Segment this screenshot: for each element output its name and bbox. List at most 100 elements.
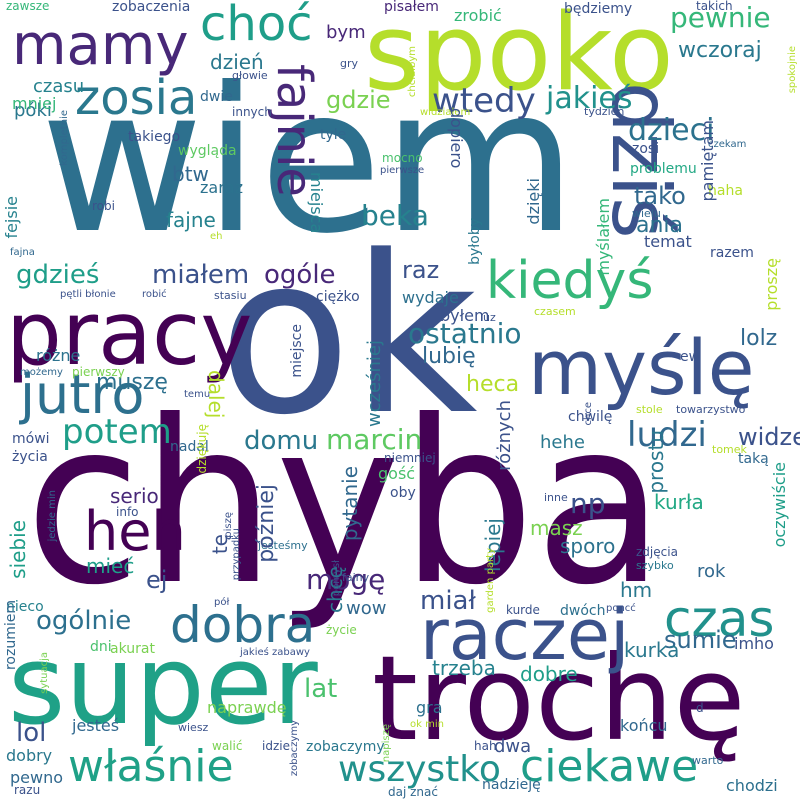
word: lubię [422, 344, 476, 369]
word: jesteśmy [258, 539, 308, 552]
word: wtedy [432, 81, 536, 121]
word: gość [378, 464, 416, 483]
word: widziałem [420, 107, 471, 118]
word: masz [530, 516, 583, 540]
word: raczej [420, 594, 630, 676]
word: zrobić [454, 6, 502, 25]
word: życia [12, 449, 48, 465]
word: ok [218, 210, 478, 463]
word: pierwsze [380, 165, 425, 176]
word: miał [420, 586, 476, 616]
word: takiego [128, 129, 181, 145]
word: ania [636, 213, 684, 238]
word: ciężko [316, 289, 360, 305]
word: razem [710, 245, 754, 261]
word: czasem [534, 305, 576, 318]
word: marcin [326, 423, 423, 456]
word: mogę [306, 563, 386, 596]
word: trzeba [432, 656, 496, 680]
word: wcześniej [364, 340, 385, 428]
word: beka [361, 199, 429, 232]
word: tako [634, 182, 686, 210]
word: ogólnie [36, 606, 132, 636]
word: oby [390, 485, 416, 501]
word: luz [480, 311, 496, 324]
word: wydaje [402, 288, 459, 307]
word: kurde [506, 603, 540, 617]
word: wielu [632, 207, 661, 220]
word: innych [232, 105, 272, 119]
word: razu [14, 783, 41, 797]
word: fejsie [2, 196, 21, 239]
word: trochę [372, 630, 746, 767]
word: miejsce [289, 324, 305, 378]
word: kiedyś [486, 251, 654, 311]
word: taką [738, 451, 769, 467]
word: temat [644, 232, 692, 251]
word: pytanie [338, 466, 362, 542]
word: naprawdę [207, 698, 287, 717]
word: nadzieję [482, 777, 541, 793]
word: chce [583, 402, 594, 426]
word: kurka [624, 638, 680, 662]
word: później [254, 484, 279, 563]
word: miejsca [307, 172, 326, 234]
word: byłem [440, 306, 490, 325]
word: zosia [75, 70, 198, 126]
word: heh [84, 500, 186, 563]
word: serio [110, 484, 159, 508]
word: wszystko [338, 749, 501, 790]
word: hah [474, 739, 497, 753]
word: byłoby [467, 218, 483, 265]
word: wow [346, 598, 387, 619]
word: towarzystwo [676, 403, 746, 416]
word: niemniej [384, 451, 436, 465]
word: dzięki [524, 178, 543, 225]
word: właśnie [68, 741, 234, 792]
word: pętli błonie [60, 289, 116, 300]
word: warto [692, 754, 724, 767]
word: mocno [382, 151, 423, 165]
word: choć [200, 0, 313, 52]
word: tomek [712, 443, 747, 456]
word: ok min [410, 719, 444, 730]
word: robić [142, 289, 167, 300]
word: siebie [6, 520, 30, 579]
word: pomysł [331, 560, 342, 597]
word: mieć [86, 554, 135, 578]
word: rok [697, 561, 726, 582]
word: sumie [664, 626, 737, 654]
word: pewnie [670, 1, 771, 34]
word: wczoraj [678, 38, 762, 63]
word: dobra [170, 596, 316, 654]
word: przypadku [231, 528, 242, 581]
word: czasu [33, 76, 85, 97]
word: dopiero [447, 108, 466, 169]
word: lat [304, 674, 338, 704]
word: zobaczymy [289, 720, 300, 777]
word: lol [16, 718, 47, 748]
word: miałem [152, 260, 250, 290]
word: ostatnio [408, 317, 522, 350]
word: napiszę [381, 724, 392, 763]
word: np [570, 487, 606, 520]
word: końcu [620, 716, 668, 735]
word: dalej [204, 370, 228, 419]
word: hehe [540, 432, 585, 453]
word: info [116, 505, 139, 519]
word: szybko [636, 559, 674, 572]
word: czekam [708, 139, 747, 150]
word: kompletnie [59, 110, 70, 166]
word: sytuacja [39, 652, 50, 694]
word: widzę [738, 423, 800, 451]
word: btw [172, 162, 209, 186]
word: chodzi [726, 776, 778, 795]
word: stole [636, 403, 663, 416]
word: tydzień [584, 105, 625, 118]
word: dobry [6, 746, 53, 765]
word: chciałbym [407, 46, 418, 98]
word: nadal [170, 439, 209, 455]
word: gdzie [326, 86, 391, 114]
word: oczywiście [770, 462, 789, 548]
